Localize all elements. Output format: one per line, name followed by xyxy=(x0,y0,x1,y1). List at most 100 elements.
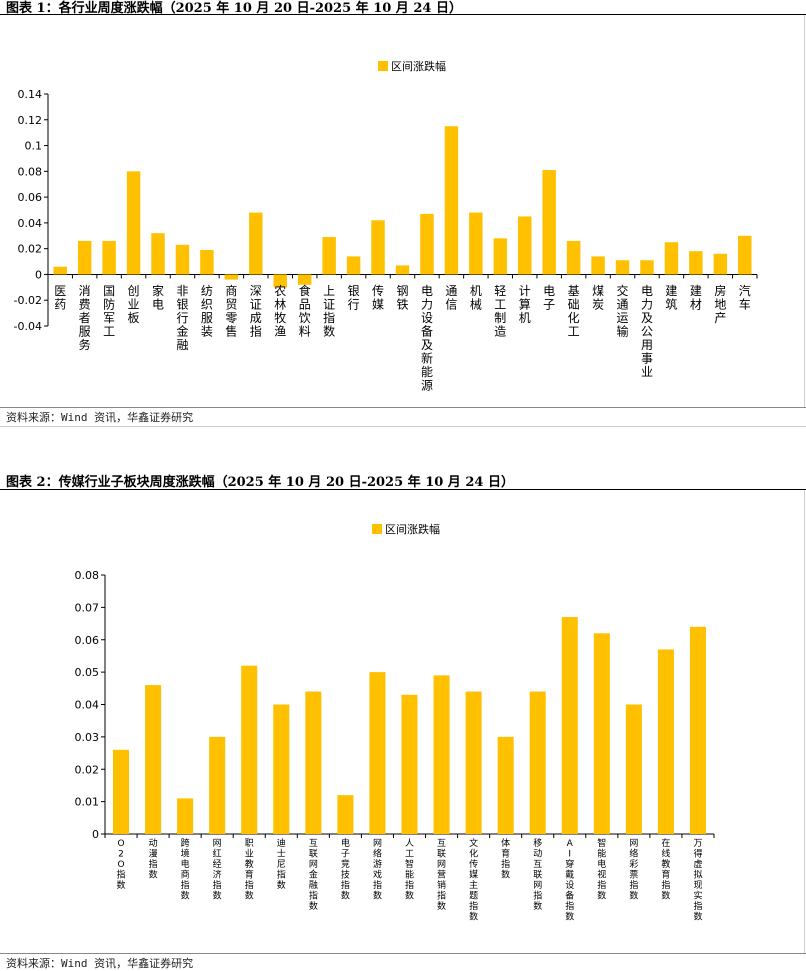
figure2-y-tick-label: 0.04 xyxy=(75,699,100,712)
figure2-source: 资料来源：Wind 资讯，华鑫证券研究 xyxy=(6,957,194,970)
figure1-x-label: 基础化工 xyxy=(568,284,580,339)
figure1-y-tick-label: 0 xyxy=(35,268,42,281)
figure1-x-label: 农林牧渔 xyxy=(274,284,286,339)
figure2-y-tick-label: 0 xyxy=(92,828,99,841)
figure2-bar xyxy=(465,691,482,834)
figure2-y-tick-label: 0.05 xyxy=(75,666,100,679)
figure2-bar xyxy=(433,675,450,834)
figure1-bar xyxy=(664,242,679,275)
figure2-x-label: 职业教育指数 xyxy=(245,838,254,902)
figure1-x-label: 国防军工 xyxy=(103,284,115,339)
figure1-y-tick-label: -0.04 xyxy=(14,320,42,333)
figure1-x-label: 房地产 xyxy=(714,283,726,325)
figure2-x-label: 体育指数 xyxy=(501,837,510,881)
figure2-bar xyxy=(241,665,258,834)
figure1-bar xyxy=(297,274,312,285)
figure2-bar xyxy=(529,691,546,834)
figure1-y-tick-label: -0.02 xyxy=(14,294,42,307)
figure1-bar xyxy=(371,220,385,275)
figure1-legend-label: 区间涨跌幅 xyxy=(391,59,446,73)
figure2-x-label: 网络游戏指数 xyxy=(373,838,382,902)
figure2-x-label: 网络彩票指数 xyxy=(629,838,638,902)
figure2-bar xyxy=(337,795,354,834)
figure2-y-tick-label: 0.02 xyxy=(75,763,100,776)
figure2-x-label: 互联网营销指数 xyxy=(437,838,446,912)
figure1-chart: 区间涨跌幅 0.14 0.12 0.1 0.08 0.06 0.04 0.02 0 -0.02 -0… xyxy=(14,59,758,393)
figure2-x-label: 迪士尼指数 xyxy=(277,837,286,891)
figure1-bar xyxy=(151,233,165,275)
figure2-bar xyxy=(113,749,130,834)
figure2-x-label: 跨境电商指数 xyxy=(181,838,190,902)
figure1-x-label: 建材 xyxy=(690,284,702,312)
figure1-bar xyxy=(126,171,141,275)
figure2-bar xyxy=(209,736,226,834)
figure1-x-label: 钢铁 xyxy=(396,284,408,312)
figure1-source-rule xyxy=(0,407,806,408)
figure1-y-tick-label: 0.04 xyxy=(18,217,43,230)
figure1-x-label: 上证指数 xyxy=(323,284,335,339)
figure1-x-label: 食品饮料 xyxy=(299,283,311,339)
figure2-legend-swatch xyxy=(372,524,382,534)
figure1-source: 资料来源：Wind 资讯，华鑫证券研究 xyxy=(6,411,194,424)
figure2-bar xyxy=(145,685,162,834)
figure2-y-tick-label: 0.07 xyxy=(75,601,100,614)
figure1-x-label: 交通运输 xyxy=(617,283,629,339)
figure1-bar xyxy=(640,260,654,275)
figure2-y-tick-label: 0.06 xyxy=(75,634,100,647)
figure2-x-label: 在线教育指数 xyxy=(661,837,670,902)
figure2-panel: 区间涨跌幅 0.08 0.07 0.06 0.05 0.04 0.03 0.02 0.01 0 O 2… xyxy=(0,490,805,953)
figure2-bar xyxy=(593,633,610,834)
figure1-bottom-rule xyxy=(0,426,806,427)
figure2-bar xyxy=(657,649,674,834)
figure1-x-label: 汽车 xyxy=(739,283,751,312)
figure2-bar xyxy=(625,704,642,834)
figure1-y-tick-label: 0.06 xyxy=(18,191,43,204)
figure1-x-label: 深证成指 xyxy=(250,284,262,339)
figure1-bar xyxy=(346,256,361,275)
figure1-bar xyxy=(102,240,116,275)
figure2-x-label: O 2 O 指数 xyxy=(117,839,126,891)
figure1-bar xyxy=(713,253,728,275)
figure1-bar xyxy=(591,256,605,275)
figure2-chart: 区间涨跌幅 0.08 0.07 0.06 0.05 0.04 0.03 0.02 0.01 0 O 2… xyxy=(75,522,715,923)
figure2-bar xyxy=(401,694,418,834)
figure1-x-label: 医药 xyxy=(54,284,66,312)
figure2-x-label: 万得虚拟现实指数 xyxy=(693,839,702,923)
figure1-bar xyxy=(249,212,263,275)
figure1-x-label: 传媒 xyxy=(372,283,384,312)
figure1-legend-swatch xyxy=(378,61,388,71)
figure1-y-tick-label: 0.12 xyxy=(18,114,43,127)
figure1-bar xyxy=(322,237,336,275)
figure1-x-label: 非银行金融 xyxy=(176,284,188,352)
figure1-y-tick-label: 0.14 xyxy=(18,88,43,101)
figure2-y-tick-label: 0.08 xyxy=(75,569,100,582)
figure2-bar xyxy=(369,672,386,834)
figure2-y-tick-label: 0.03 xyxy=(75,731,100,744)
figure2-legend-label: 区间涨跌幅 xyxy=(385,522,440,536)
figure2-title-rule xyxy=(0,489,806,490)
figure2-title: 图表 2：传媒行业子板块周度涨跌幅（2025 年 10 月 20 日-2025 … xyxy=(6,475,514,490)
figure1-bar xyxy=(224,274,239,280)
figure1-y-tick-label: 0.1 xyxy=(25,140,43,153)
figure1-bar xyxy=(518,216,532,275)
figure1-x-label: 计算机 xyxy=(519,284,531,325)
figure1-x-label: 商贸零售 xyxy=(225,283,237,339)
figure2-bar xyxy=(497,736,514,834)
figure1-x-label: 通信 xyxy=(445,284,457,312)
figure1-x-label: 轻工制造 xyxy=(494,284,506,339)
figure1-bar xyxy=(493,238,508,275)
figure2-y-tick-label: 0.01 xyxy=(75,796,100,809)
figure2-x-label: A I 穿戴设备指数 xyxy=(565,839,574,923)
figure1-bar xyxy=(566,240,581,275)
figure2-x-label: 移动互联网指数 xyxy=(533,837,542,912)
figure1-x-label: 建筑 xyxy=(665,284,677,312)
figure1-bar xyxy=(273,274,287,288)
figure1-title: 图表 1：各行业周度涨跌幅（2025 年 10 月 20 日-2025 年 10… xyxy=(6,1,462,16)
figure2-bar xyxy=(177,798,194,834)
figure1-bar xyxy=(395,265,410,275)
figure1-bar xyxy=(615,260,630,275)
figure1-bar xyxy=(542,170,556,275)
figure1-bar xyxy=(200,249,214,275)
figure2-bar xyxy=(273,704,290,834)
figure1-x-label: 煤炭 xyxy=(592,284,604,312)
